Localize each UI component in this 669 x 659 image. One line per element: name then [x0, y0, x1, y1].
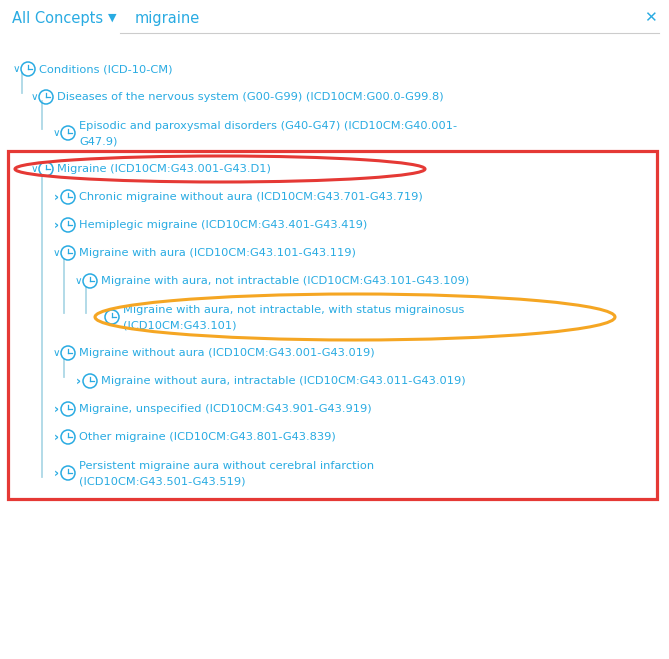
Text: ∨: ∨: [52, 128, 60, 138]
Text: G47.9): G47.9): [79, 136, 117, 146]
Text: Migraine (ICD10CM:G43.001-G43.D1): Migraine (ICD10CM:G43.001-G43.D1): [57, 164, 271, 174]
Text: Migraine without aura (ICD10CM:G43.001-G43.019): Migraine without aura (ICD10CM:G43.001-G…: [79, 348, 375, 358]
Text: Diseases of the nervous system (G00-G99) (ICD10CM:G00.0-G99.8): Diseases of the nervous system (G00-G99)…: [57, 92, 444, 102]
Text: ✕: ✕: [644, 11, 656, 26]
Text: (ICD10CM:G43.101): (ICD10CM:G43.101): [123, 320, 237, 330]
Text: ›: ›: [54, 190, 59, 204]
Text: All Concepts: All Concepts: [12, 11, 103, 26]
Text: ∨: ∨: [30, 164, 38, 174]
Text: ›: ›: [76, 374, 80, 387]
Text: Other migraine (ICD10CM:G43.801-G43.839): Other migraine (ICD10CM:G43.801-G43.839): [79, 432, 336, 442]
Text: Migraine with aura, not intractable, with status migrainosus: Migraine with aura, not intractable, wit…: [123, 305, 464, 315]
Text: ∨: ∨: [30, 92, 38, 102]
Text: ∨: ∨: [12, 64, 20, 74]
Text: Conditions (ICD-10-CM): Conditions (ICD-10-CM): [39, 64, 173, 74]
Text: (ICD10CM:G43.501-G43.519): (ICD10CM:G43.501-G43.519): [79, 476, 246, 486]
Text: ›: ›: [54, 467, 59, 480]
Text: Persistent migraine aura without cerebral infarction: Persistent migraine aura without cerebra…: [79, 461, 374, 471]
Text: ∨: ∨: [52, 348, 60, 358]
Text: ›: ›: [54, 403, 59, 416]
Text: Hemiplegic migraine (ICD10CM:G43.401-G43.419): Hemiplegic migraine (ICD10CM:G43.401-G43…: [79, 220, 367, 230]
Text: Migraine with aura, not intractable (ICD10CM:G43.101-G43.109): Migraine with aura, not intractable (ICD…: [101, 276, 469, 286]
Text: ∨: ∨: [74, 276, 82, 286]
Text: ›: ›: [54, 430, 59, 444]
Text: Migraine without aura, intractable (ICD10CM:G43.011-G43.019): Migraine without aura, intractable (ICD1…: [101, 376, 466, 386]
Text: ∨: ∨: [52, 248, 60, 258]
Text: ›: ›: [54, 219, 59, 231]
Text: Migraine with aura (ICD10CM:G43.101-G43.119): Migraine with aura (ICD10CM:G43.101-G43.…: [79, 248, 356, 258]
Text: Chronic migraine without aura (ICD10CM:G43.701-G43.719): Chronic migraine without aura (ICD10CM:G…: [79, 192, 423, 202]
Text: Migraine, unspecified (ICD10CM:G43.901-G43.919): Migraine, unspecified (ICD10CM:G43.901-G…: [79, 404, 371, 414]
Text: ▼: ▼: [108, 13, 116, 23]
Text: migraine: migraine: [135, 11, 200, 26]
Text: Episodic and paroxysmal disorders (G40-G47) (ICD10CM:G40.001-: Episodic and paroxysmal disorders (G40-G…: [79, 121, 457, 131]
